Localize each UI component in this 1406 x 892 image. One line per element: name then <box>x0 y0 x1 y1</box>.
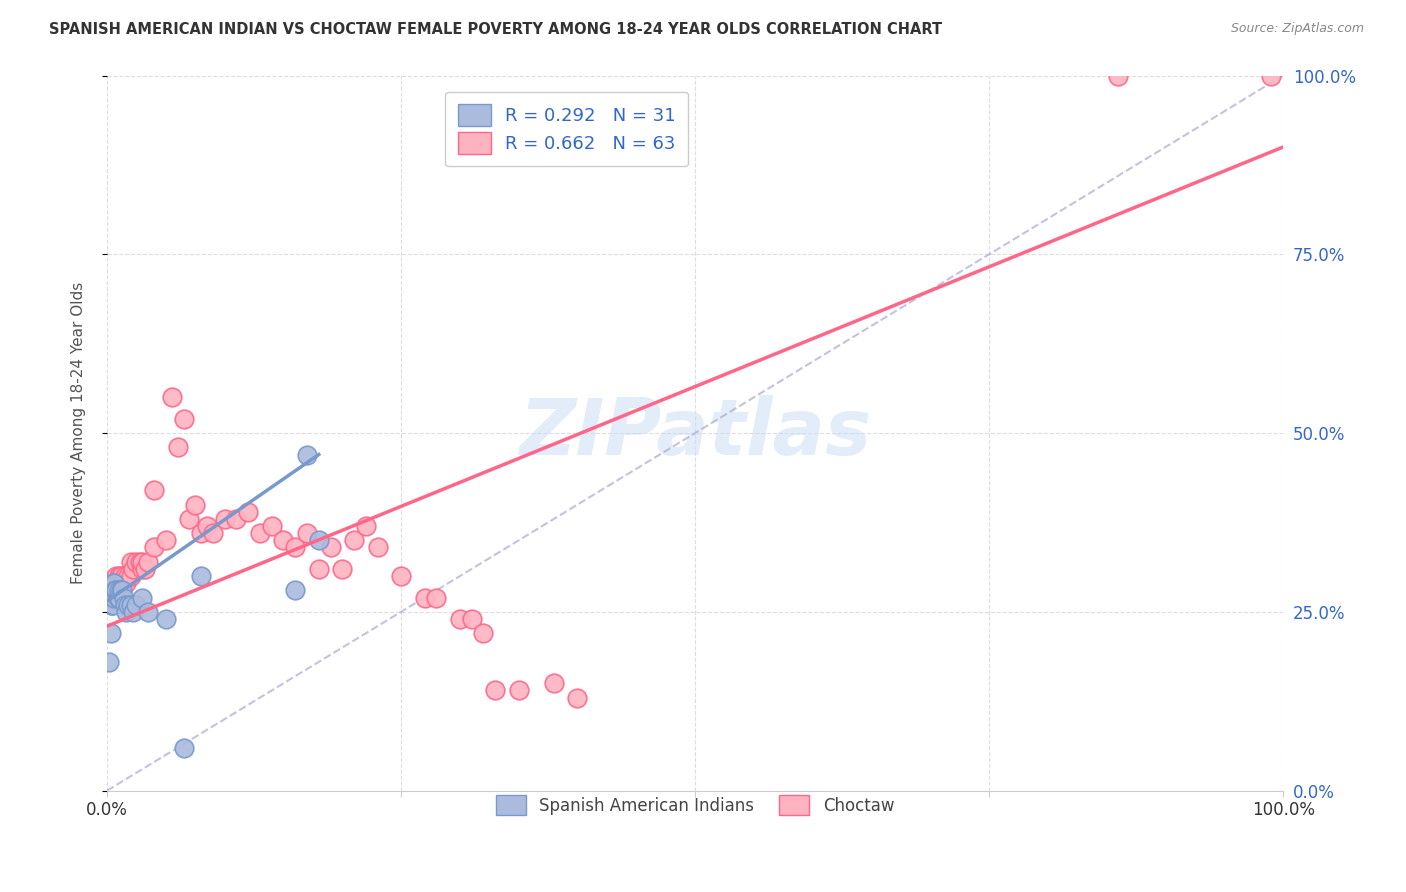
Point <box>131 591 153 605</box>
Point <box>225 512 247 526</box>
Point <box>107 576 129 591</box>
Point <box>249 526 271 541</box>
Point <box>543 676 565 690</box>
Point <box>308 562 330 576</box>
Point <box>108 583 131 598</box>
Point <box>103 591 125 605</box>
Point <box>260 519 283 533</box>
Point <box>108 591 131 605</box>
Point <box>101 591 124 605</box>
Point <box>184 498 207 512</box>
Point <box>413 591 436 605</box>
Point <box>160 390 183 404</box>
Point <box>190 526 212 541</box>
Point <box>143 483 166 498</box>
Text: ZIPatlas: ZIPatlas <box>519 395 872 471</box>
Point <box>101 598 124 612</box>
Point <box>173 740 195 755</box>
Point <box>284 583 307 598</box>
Point <box>131 555 153 569</box>
Point <box>105 583 128 598</box>
Point <box>120 598 142 612</box>
Point <box>136 605 159 619</box>
Point <box>114 569 136 583</box>
Point <box>107 591 129 605</box>
Point <box>143 541 166 555</box>
Point <box>101 598 124 612</box>
Point <box>117 598 139 612</box>
Point <box>104 583 127 598</box>
Y-axis label: Female Poverty Among 18-24 Year Olds: Female Poverty Among 18-24 Year Olds <box>72 282 86 584</box>
Text: SPANISH AMERICAN INDIAN VS CHOCTAW FEMALE POVERTY AMONG 18-24 YEAR OLDS CORRELAT: SPANISH AMERICAN INDIAN VS CHOCTAW FEMAL… <box>49 22 942 37</box>
Point <box>101 583 124 598</box>
Point <box>120 569 142 583</box>
Point <box>449 612 471 626</box>
Point <box>115 576 138 591</box>
Point <box>354 519 377 533</box>
Legend: Spanish American Indians, Choctaw: Spanish American Indians, Choctaw <box>486 785 904 825</box>
Point <box>131 562 153 576</box>
Point <box>101 576 124 591</box>
Point <box>155 533 177 548</box>
Point <box>508 683 530 698</box>
Point <box>112 591 135 605</box>
Point <box>103 583 125 598</box>
Point <box>103 576 125 591</box>
Point <box>114 598 136 612</box>
Point <box>425 591 447 605</box>
Point <box>273 533 295 548</box>
Point <box>389 569 412 583</box>
Point <box>343 533 366 548</box>
Point <box>330 562 353 576</box>
Point <box>1108 69 1130 83</box>
Point <box>108 569 131 583</box>
Point <box>115 605 138 619</box>
Point <box>108 583 131 598</box>
Text: Source: ZipAtlas.com: Source: ZipAtlas.com <box>1230 22 1364 36</box>
Point <box>129 555 152 569</box>
Point <box>117 569 139 583</box>
Point <box>104 583 127 598</box>
Point <box>472 626 495 640</box>
Point <box>190 569 212 583</box>
Point <box>238 505 260 519</box>
Point <box>100 598 122 612</box>
Point <box>179 512 201 526</box>
Point <box>284 541 307 555</box>
Point <box>100 591 122 605</box>
Point <box>111 583 134 598</box>
Point <box>101 576 124 591</box>
Point <box>98 655 121 669</box>
Point <box>105 583 128 598</box>
Point <box>195 519 218 533</box>
Point <box>120 555 142 569</box>
Point <box>367 541 389 555</box>
Point <box>110 583 132 598</box>
Point <box>125 598 148 612</box>
Point <box>101 583 124 598</box>
Point <box>110 569 132 583</box>
Point <box>122 605 145 619</box>
Point <box>484 683 506 698</box>
Point <box>122 562 145 576</box>
Point <box>460 612 482 626</box>
Point <box>319 541 342 555</box>
Point <box>308 533 330 548</box>
Point <box>1260 69 1282 83</box>
Point <box>136 555 159 569</box>
Point <box>173 411 195 425</box>
Point <box>100 626 122 640</box>
Point <box>155 612 177 626</box>
Point <box>214 512 236 526</box>
Point <box>125 555 148 569</box>
Point <box>567 690 589 705</box>
Point <box>112 576 135 591</box>
Point <box>111 583 134 598</box>
Point <box>134 562 156 576</box>
Point <box>105 569 128 583</box>
Point <box>295 448 318 462</box>
Point <box>166 441 188 455</box>
Point <box>295 526 318 541</box>
Point <box>201 526 224 541</box>
